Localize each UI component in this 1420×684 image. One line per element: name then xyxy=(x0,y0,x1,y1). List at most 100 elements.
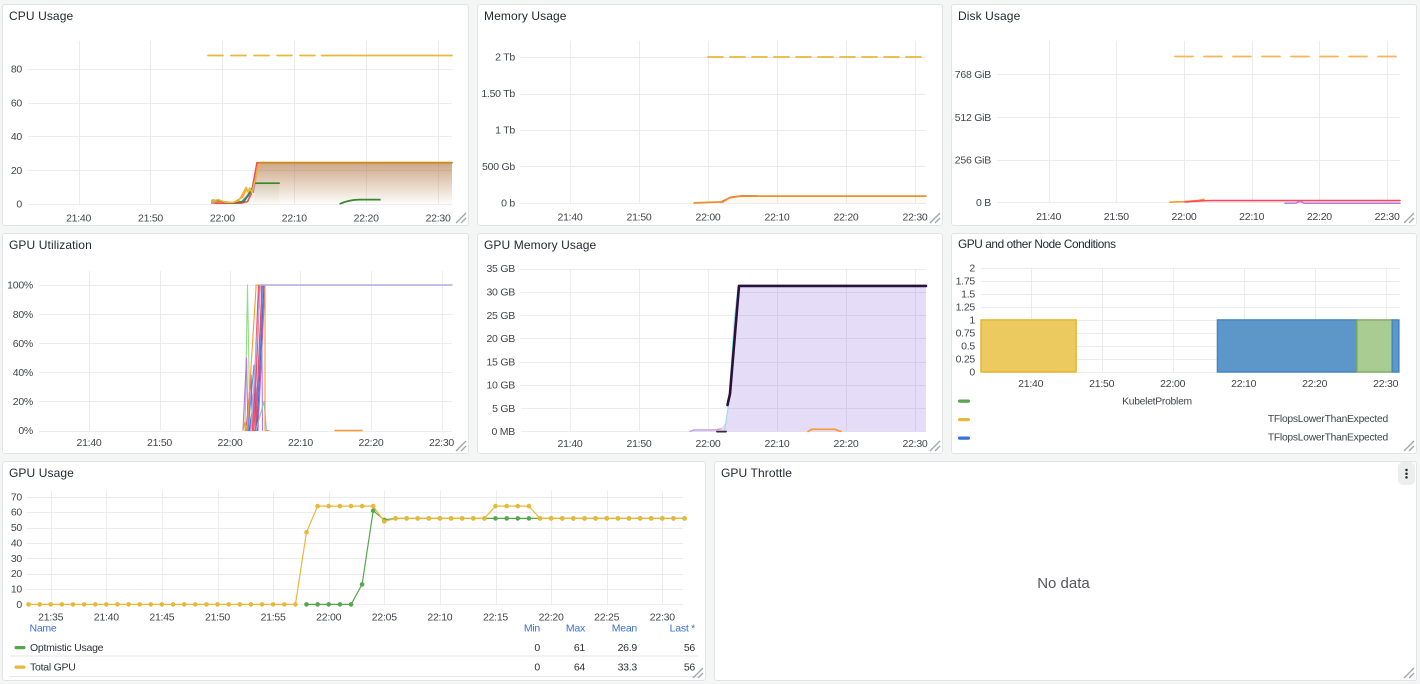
svg-text:0%: 0% xyxy=(18,425,33,437)
svg-text:0.75: 0.75 xyxy=(956,328,976,340)
svg-text:60: 60 xyxy=(11,98,23,110)
svg-text:Last *: Last * xyxy=(670,623,696,635)
svg-text:22:30: 22:30 xyxy=(1375,211,1400,223)
svg-text:1.50 Tb: 1.50 Tb xyxy=(481,88,515,100)
svg-text:21:35: 21:35 xyxy=(38,611,63,623)
svg-text:22:10: 22:10 xyxy=(427,611,452,623)
svg-text:5 GB: 5 GB xyxy=(492,403,515,415)
svg-text:64: 64 xyxy=(574,662,586,674)
svg-text:80%: 80% xyxy=(13,309,33,321)
svg-text:0 B: 0 B xyxy=(976,197,991,209)
svg-text:21:50: 21:50 xyxy=(1089,378,1114,390)
svg-text:22:25: 22:25 xyxy=(594,611,619,623)
svg-text:20%: 20% xyxy=(13,396,33,408)
svg-text:21:40: 21:40 xyxy=(557,438,582,450)
svg-text:22:00: 22:00 xyxy=(217,437,242,449)
svg-text:70: 70 xyxy=(11,491,23,503)
svg-text:22:20: 22:20 xyxy=(358,437,383,449)
svg-text:0: 0 xyxy=(16,199,22,211)
svg-text:22:30: 22:30 xyxy=(902,438,927,450)
svg-text:56: 56 xyxy=(684,662,696,674)
svg-text:56: 56 xyxy=(684,642,696,654)
svg-text:0: 0 xyxy=(534,662,540,674)
svg-text:21:40: 21:40 xyxy=(76,437,101,449)
svg-text:80: 80 xyxy=(11,64,23,76)
svg-text:21:45: 21:45 xyxy=(149,611,174,623)
svg-text:Name: Name xyxy=(30,623,57,635)
svg-text:22:20: 22:20 xyxy=(354,213,379,225)
svg-text:21:50: 21:50 xyxy=(138,213,163,225)
svg-text:Total GPU: Total GPU xyxy=(30,662,76,674)
svg-text:22:10: 22:10 xyxy=(764,212,789,224)
svg-text:Max: Max xyxy=(566,623,586,635)
svg-text:22:20: 22:20 xyxy=(1302,378,1327,390)
svg-text:768 GiB: 768 GiB xyxy=(955,69,991,81)
svg-text:100%: 100% xyxy=(7,280,33,292)
svg-text:KubeletProblem: KubeletProblem xyxy=(1122,397,1192,408)
svg-text:0: 0 xyxy=(969,367,975,379)
svg-text:22:10: 22:10 xyxy=(288,437,313,449)
svg-text:Min: Min xyxy=(524,623,541,635)
svg-text:21:40: 21:40 xyxy=(66,213,91,225)
svg-text:2 Tb: 2 Tb xyxy=(495,52,515,64)
svg-text:21:50: 21:50 xyxy=(205,611,230,623)
svg-text:40%: 40% xyxy=(13,367,33,379)
svg-text:10: 10 xyxy=(11,584,23,596)
svg-text:21:40: 21:40 xyxy=(1018,378,1043,390)
svg-text:22:00: 22:00 xyxy=(210,213,235,225)
svg-text:22:15: 22:15 xyxy=(483,611,508,623)
svg-text:40: 40 xyxy=(11,131,23,143)
svg-text:22:10: 22:10 xyxy=(764,438,789,450)
svg-text:1.5: 1.5 xyxy=(961,289,975,301)
svg-text:20: 20 xyxy=(11,568,23,580)
svg-text:22:20: 22:20 xyxy=(1307,211,1332,223)
svg-text:TFlopsLowerThanExpected: TFlopsLowerThanExpected xyxy=(1268,433,1389,444)
svg-text:1 Tb: 1 Tb xyxy=(495,125,515,137)
svg-text:61: 61 xyxy=(574,642,586,654)
svg-text:0: 0 xyxy=(534,642,540,654)
svg-text:22:20: 22:20 xyxy=(833,212,858,224)
svg-text:21:40: 21:40 xyxy=(557,212,582,224)
svg-text:35 GB: 35 GB xyxy=(486,263,515,275)
svg-text:1.25: 1.25 xyxy=(956,302,976,314)
svg-text:22:10: 22:10 xyxy=(1231,378,1256,390)
svg-text:22:20: 22:20 xyxy=(539,611,564,623)
svg-text:0.25: 0.25 xyxy=(956,354,976,366)
svg-text:22:10: 22:10 xyxy=(282,213,307,225)
svg-text:22:30: 22:30 xyxy=(426,213,451,225)
svg-text:22:05: 22:05 xyxy=(372,611,397,623)
svg-text:21:50: 21:50 xyxy=(626,212,651,224)
svg-text:20: 20 xyxy=(11,165,23,177)
svg-text:Mean: Mean xyxy=(612,623,638,635)
svg-text:512 GiB: 512 GiB xyxy=(955,112,991,124)
svg-text:22:30: 22:30 xyxy=(1373,378,1398,390)
svg-text:21:40: 21:40 xyxy=(94,611,119,623)
svg-text:10 GB: 10 GB xyxy=(486,380,515,392)
svg-text:15 GB: 15 GB xyxy=(486,356,515,368)
svg-text:22:00: 22:00 xyxy=(695,212,720,224)
svg-text:TFlopsLowerThanExpected: TFlopsLowerThanExpected xyxy=(1268,414,1389,425)
svg-text:22:30: 22:30 xyxy=(902,212,927,224)
svg-text:1: 1 xyxy=(969,315,975,327)
svg-text:22:30: 22:30 xyxy=(650,611,675,623)
svg-text:22:20: 22:20 xyxy=(833,438,858,450)
svg-text:33.3: 33.3 xyxy=(618,662,638,674)
svg-text:21:40: 21:40 xyxy=(1036,211,1061,223)
svg-text:40: 40 xyxy=(11,538,23,550)
svg-text:22:00: 22:00 xyxy=(1171,211,1196,223)
svg-text:22:10: 22:10 xyxy=(1239,211,1264,223)
svg-text:25 GB: 25 GB xyxy=(486,310,515,322)
svg-text:50: 50 xyxy=(11,522,23,534)
svg-text:0.5: 0.5 xyxy=(961,341,975,353)
svg-text:0 MB: 0 MB xyxy=(491,426,515,438)
svg-text:0 b: 0 b xyxy=(501,198,515,210)
svg-text:0: 0 xyxy=(16,599,22,611)
svg-text:21:50: 21:50 xyxy=(626,438,651,450)
svg-text:No data: No data xyxy=(1037,575,1090,592)
svg-text:22:00: 22:00 xyxy=(316,611,341,623)
svg-text:22:00: 22:00 xyxy=(1160,378,1185,390)
svg-text:60%: 60% xyxy=(13,338,33,350)
svg-text:1.75: 1.75 xyxy=(956,276,976,288)
svg-text:2: 2 xyxy=(969,263,975,275)
svg-text:21:55: 21:55 xyxy=(261,611,286,623)
